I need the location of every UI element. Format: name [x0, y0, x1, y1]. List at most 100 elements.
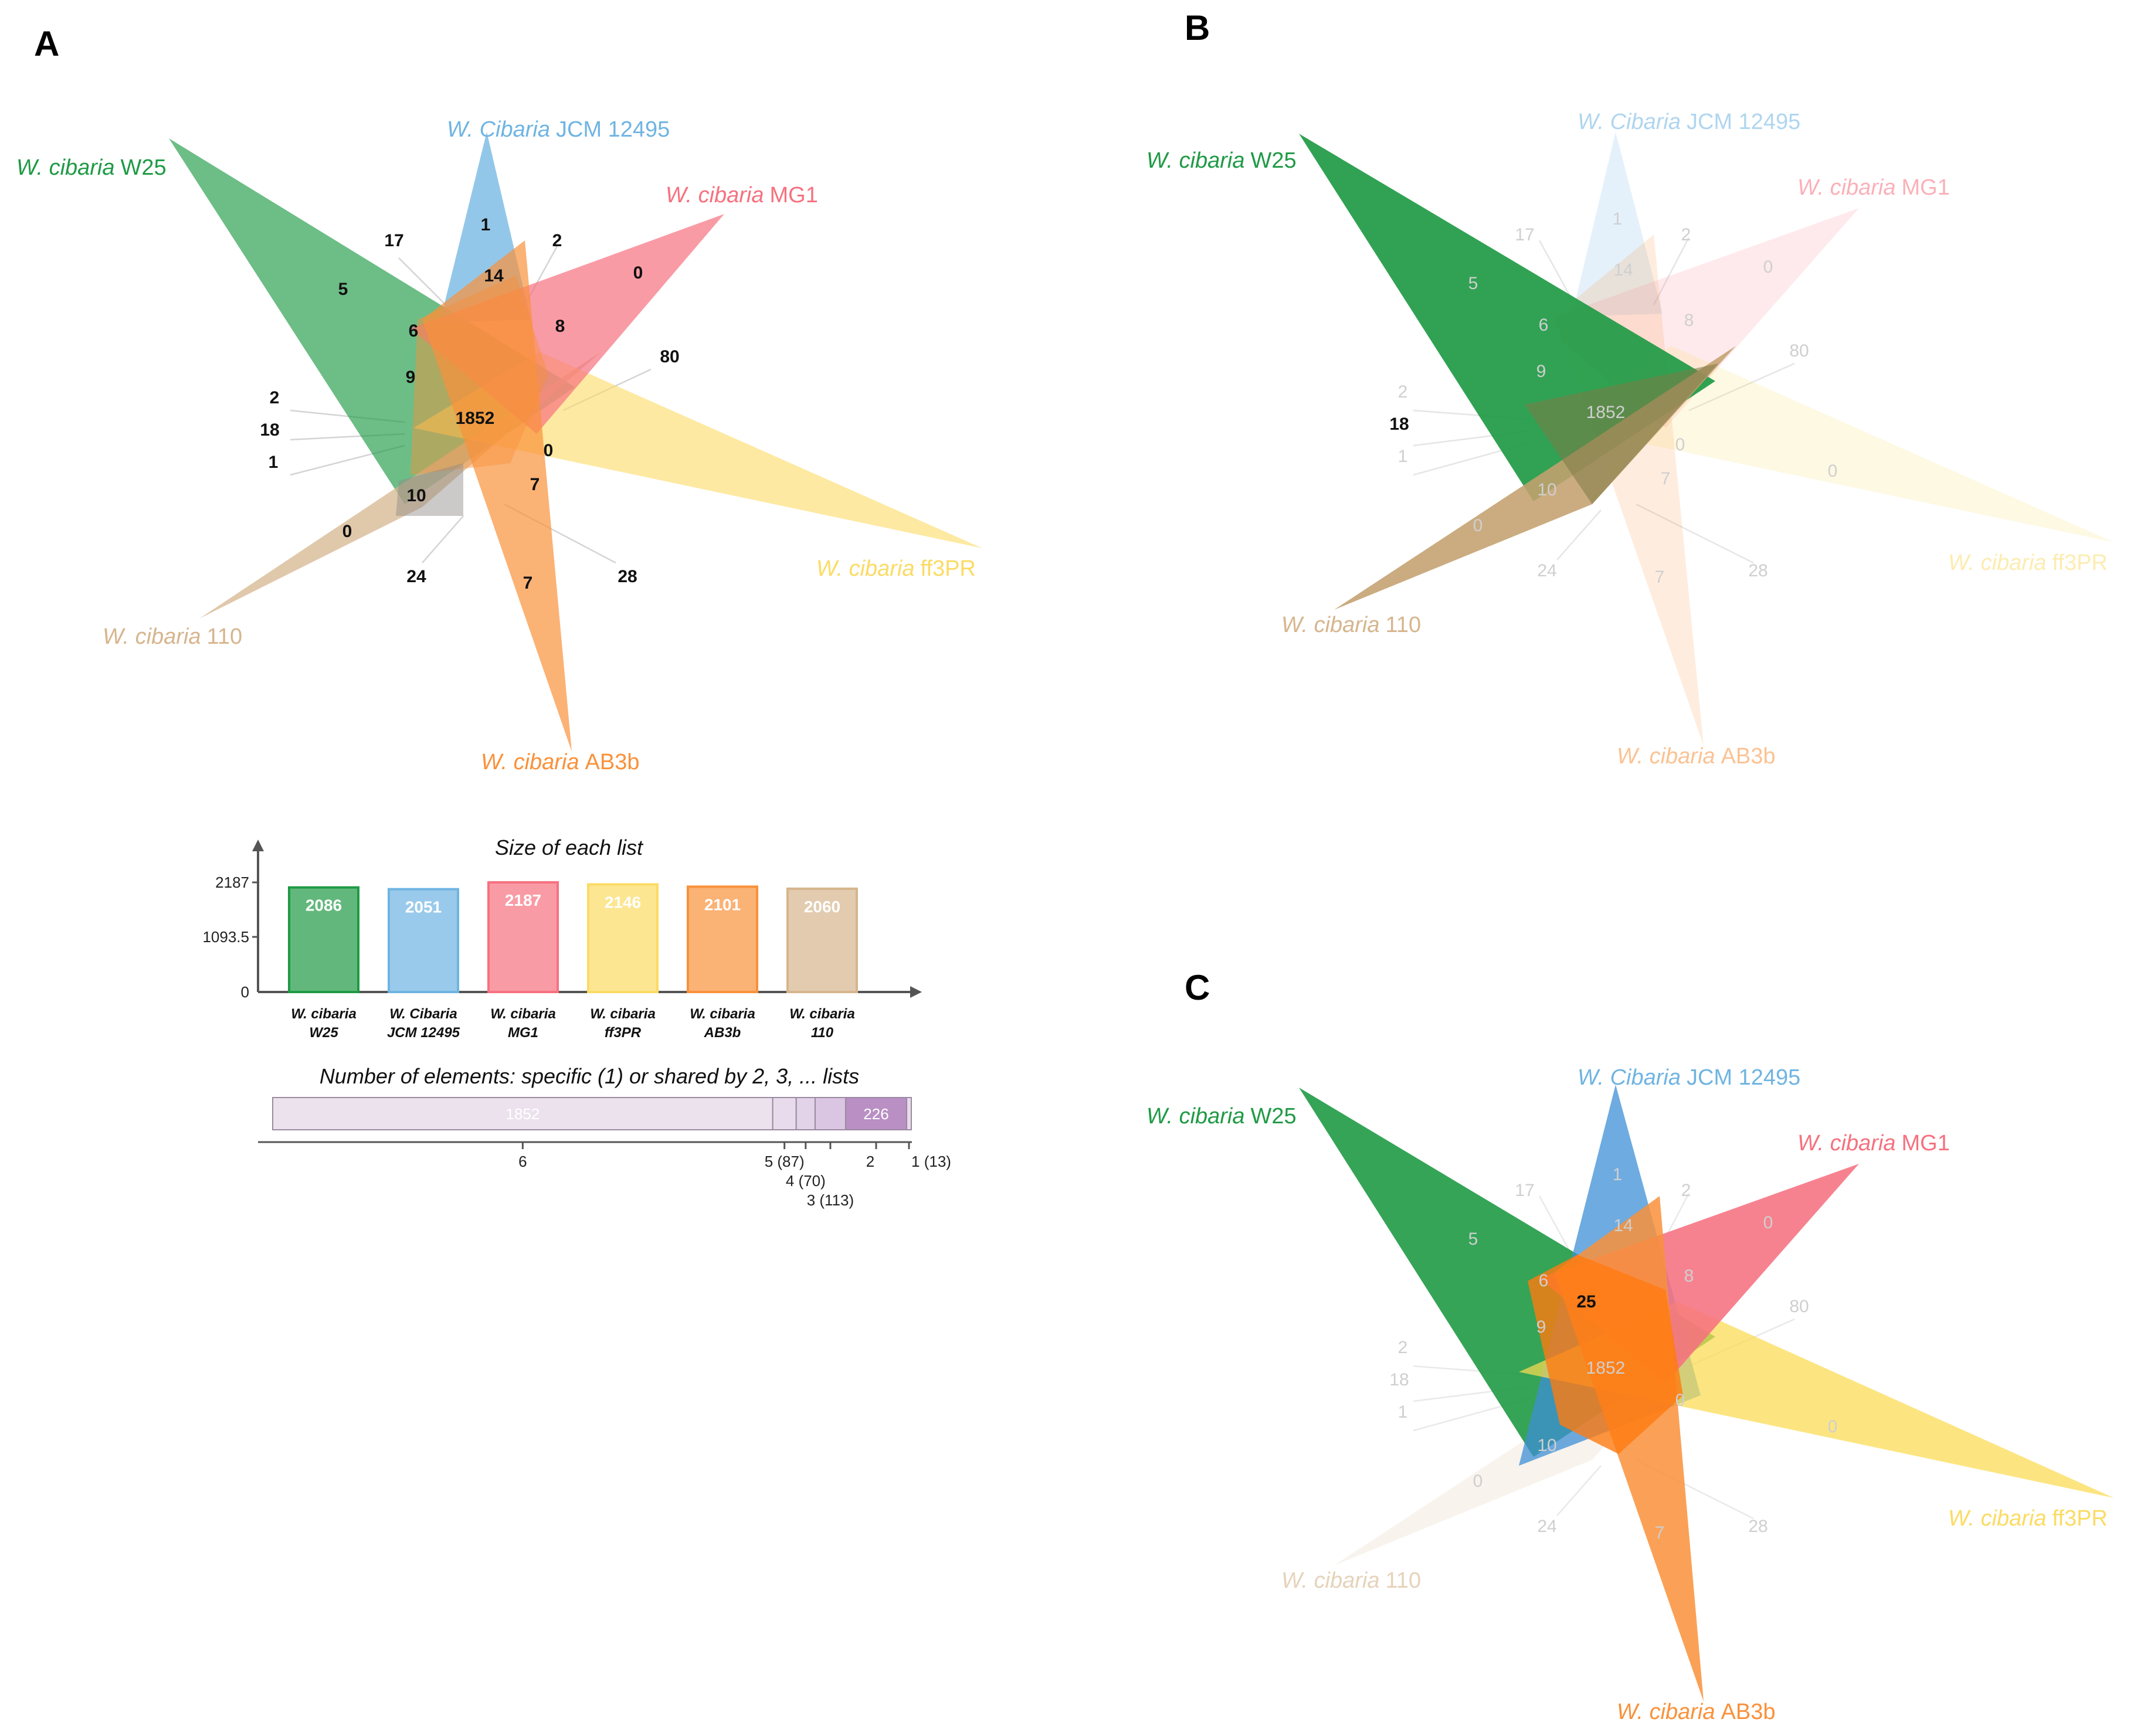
label-ab3b-c: W. cibaria AB3b [1617, 1700, 1775, 1724]
count-2-top-c: 2 [1681, 1181, 1691, 1200]
size-bar-value: 2146 [605, 894, 641, 912]
ytick-zero: 0 [241, 983, 249, 1001]
count-6-a: 6 [409, 321, 419, 341]
count-24-c: 24 [1537, 1517, 1556, 1536]
panel-b-counts: 17 1 2 5 14 0 6 8 80 9 2 18 1 1852 0 0 7… [1389, 209, 1837, 587]
count-1852-a: 1852 [456, 409, 495, 428]
size-bar-label: W. cibaria [291, 1006, 357, 1022]
size-bar-label: W. Cibaria [389, 1006, 457, 1022]
size-bar-value: 2187 [505, 891, 541, 909]
count-17-a: 17 [384, 231, 403, 250]
count-0-right-c: 0 [1828, 1417, 1838, 1436]
count-7-bottom-a: 7 [523, 573, 533, 593]
count-7-mid-b: 7 [1661, 469, 1671, 488]
label-mg1-c: W. cibaria MG1 [1797, 1131, 1950, 1156]
count-10-b: 10 [1537, 480, 1556, 500]
size-bar-value: 2060 [804, 898, 840, 916]
count-24-a: 24 [406, 567, 426, 586]
count-0-left-c: 0 [1473, 1472, 1483, 1491]
size-bar-value: 2101 [704, 895, 741, 913]
count-24-b: 24 [1537, 561, 1556, 580]
size-bar-label: W. cibaria [590, 1006, 656, 1022]
label-w25-a: W. cibaria W25 [16, 155, 167, 180]
count-25-highlight-c: 25 [1576, 1292, 1596, 1312]
share-segment [906, 1097, 912, 1130]
count-14-b: 14 [1613, 260, 1633, 280]
size-bar [687, 885, 758, 993]
share-segment-label: 6 [518, 1153, 527, 1170]
count-0-mg1-a: 0 [633, 263, 643, 283]
label-mg1-a: W. cibaria MG1 [666, 183, 818, 208]
share-segment [272, 1097, 774, 1130]
share-segment-label: 3 (113) [807, 1191, 854, 1209]
share-segment [844, 1097, 908, 1130]
count-0-mid-a: 0 [544, 441, 554, 460]
panel-b-sets [1299, 132, 2114, 746]
count-2-top-b: 2 [1681, 225, 1691, 244]
count-17-c: 17 [1515, 1181, 1534, 1200]
count-0-mid-b: 0 [1675, 435, 1685, 454]
size-bars: 2086 W. cibaria W25 2051 W. Cibaria JCM 12495… [288, 881, 858, 1041]
count-7-bottom-b: 7 [1655, 568, 1665, 587]
count-28-c: 28 [1748, 1517, 1768, 1536]
label-jcm-c: W. Cibaria JCM 12495 [1578, 1065, 1800, 1090]
label-w25-b: W. cibaria W25 [1146, 148, 1297, 173]
share-segment [772, 1097, 797, 1130]
count-1-top-b: 1 [1613, 209, 1623, 229]
count-2-left-b: 2 [1398, 382, 1408, 402]
panel-b: B W. cibaria W25 W. Cibaria JCM 12495 W. c… [1146, 8, 2114, 769]
count-28-b: 28 [1748, 561, 1768, 580]
set-jcm-triangle-b [1572, 132, 1663, 317]
count-17-b: 17 [1515, 225, 1534, 244]
count-10-c: 10 [1537, 1436, 1556, 1455]
panel-c-sets [1299, 1085, 2114, 1701]
count-14-c: 14 [1613, 1216, 1633, 1235]
count-8-c: 8 [1684, 1266, 1694, 1286]
central-overlap-a [411, 276, 548, 475]
panel-c-counts: 17 1 2 5 14 0 6 8 80 9 25 2 18 1 1852 0 … [1389, 1165, 1837, 1543]
count-9-a: 9 [406, 368, 416, 387]
count-6-b: 6 [1539, 315, 1549, 335]
count-0-mg1-c: 0 [1763, 1213, 1773, 1232]
size-bar [786, 887, 858, 993]
count-18-b: 18 [1389, 415, 1409, 434]
central-overlap-c [1528, 1255, 1683, 1454]
count-80-a: 80 [660, 347, 679, 366]
share-chart-title: Number of elements: specific (1) or shar… [320, 1064, 859, 1088]
count-7-bottom-c: 7 [1655, 1523, 1665, 1543]
label-110-b: W. cibaria 110 [1281, 613, 1421, 637]
share-segment-label: 2 [866, 1153, 874, 1170]
panel-a-counts: 17 1 2 5 14 0 6 8 80 9 2 18 1 1852 0 7 1… [260, 215, 679, 593]
count-8-a: 8 [555, 317, 565, 336]
share-chart: Number of elements: specific (1) or shar… [258, 1064, 951, 1209]
label-ab3b-b: W. cibaria AB3b [1617, 744, 1775, 769]
count-9-b: 9 [1536, 362, 1546, 381]
count-80-c: 80 [1789, 1297, 1809, 1316]
share-segment [814, 1097, 846, 1130]
count-1852-b: 1852 [1586, 403, 1626, 422]
ytick-max: 2187 [215, 874, 249, 891]
size-bar-label: W. cibaria [789, 1006, 855, 1022]
count-1852-c: 1852 [1586, 1358, 1626, 1378]
count-5-a: 5 [338, 280, 348, 299]
label-110-c: W. cibaria 110 [1281, 1568, 1421, 1593]
count-1-left-c: 1 [1398, 1402, 1408, 1422]
panel-c: C W. cibaria W25 W. Cibaria JCM 12495 W. c… [1146, 968, 2114, 1724]
label-ab3b-a: W. cibaria AB3b [481, 750, 639, 774]
count-80-b: 80 [1789, 341, 1809, 361]
count-0-left-b: 0 [1473, 516, 1483, 535]
count-0-mg1-b: 0 [1763, 257, 1773, 277]
count-1-left-a: 1 [269, 453, 279, 472]
lower-gray-region-a [396, 463, 463, 516]
count-0-left-a: 0 [342, 522, 352, 541]
overlap-w25-110-b [1525, 363, 1718, 504]
size-bar-label: W25 [309, 1025, 338, 1041]
size-chart-title: Size of each list [495, 835, 644, 859]
count-18-a: 18 [260, 420, 279, 440]
count-0-mid-c: 0 [1675, 1391, 1685, 1410]
panel-a-sets [169, 132, 982, 752]
size-bar-label: MG1 [508, 1025, 538, 1041]
count-1-left-b: 1 [1398, 447, 1408, 466]
count-7-mid-a: 7 [530, 475, 540, 494]
